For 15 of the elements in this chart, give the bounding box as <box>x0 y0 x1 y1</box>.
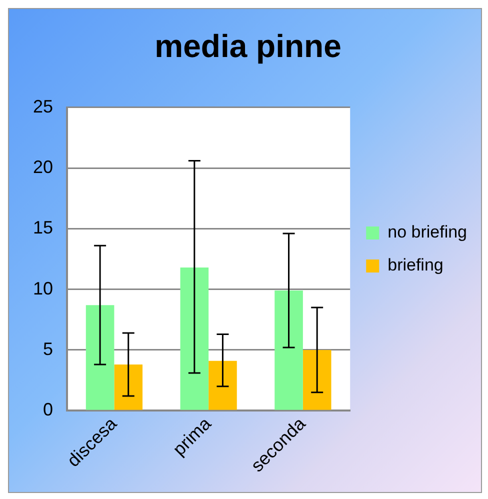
y-tick-label: 20 <box>32 157 54 178</box>
y-tick-label: 10 <box>32 278 54 298</box>
chart-title: media pinne <box>154 28 342 64</box>
bar <box>180 267 209 410</box>
y-tick-label: 0 <box>43 400 54 420</box>
y-tick-label: 5 <box>43 338 54 359</box>
bar <box>114 364 143 410</box>
legend-label: briefing <box>388 256 444 275</box>
bar <box>274 290 303 410</box>
bar <box>86 305 114 410</box>
legend-label: no briefing <box>388 222 467 242</box>
bar <box>208 360 237 410</box>
y-tick-label: 25 <box>32 96 54 116</box>
bar <box>302 350 332 410</box>
y-tick-label: 15 <box>32 218 54 238</box>
